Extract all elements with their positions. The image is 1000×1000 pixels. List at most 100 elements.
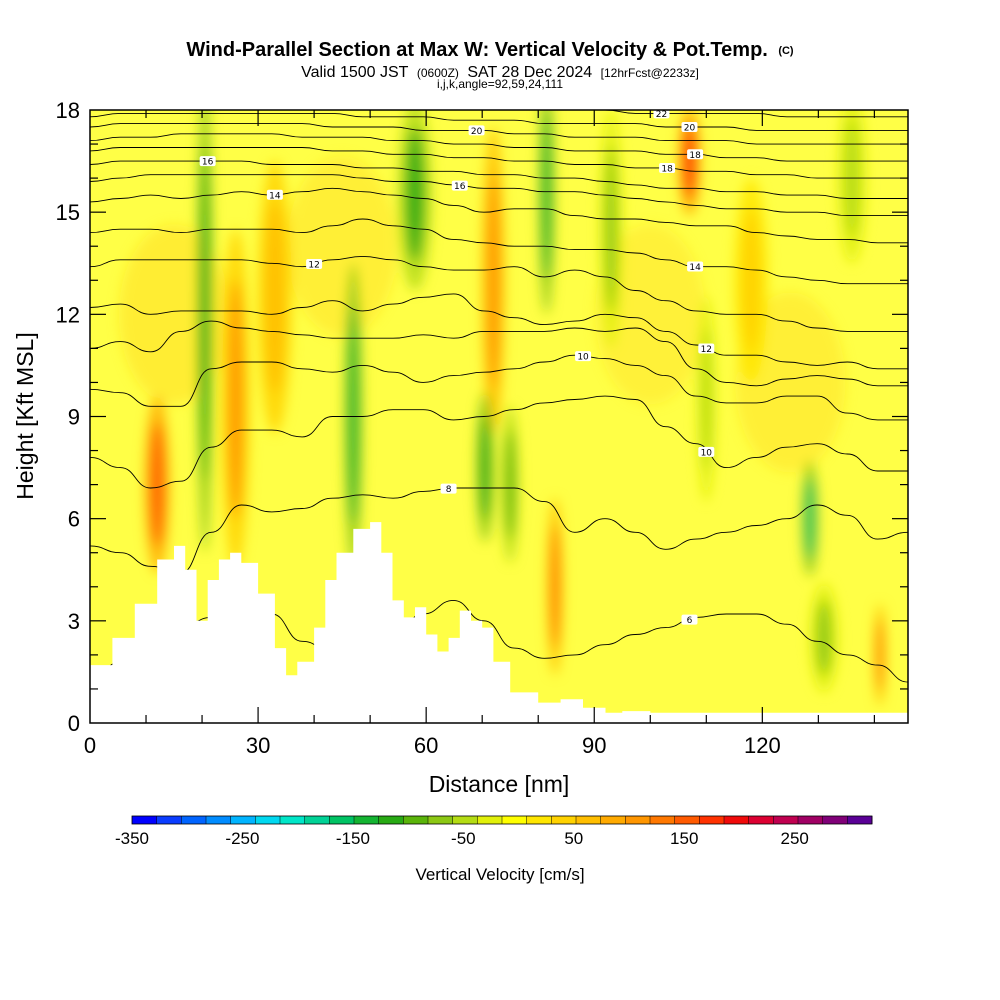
theta-contour-label-2: 10: [698, 446, 715, 458]
colorbar-tick-label--350: -350: [115, 829, 149, 848]
theta-contour-label-6: 12: [306, 258, 323, 270]
colorbar-tick-label-150: 150: [670, 829, 698, 848]
colorbar-swatch-28: [822, 816, 848, 824]
colorbar-swatch-0: [132, 816, 158, 824]
velocity-feature-10: [547, 498, 563, 676]
velocity-feature-3: [258, 161, 292, 434]
y-tick-label-6: 6: [68, 507, 80, 532]
colorbar-swatch-11: [403, 816, 429, 824]
colorbar-tick-label-250: 250: [780, 829, 808, 848]
colorbar-swatch-2: [181, 816, 207, 824]
colorbar-swatch-19: [600, 816, 626, 824]
chart-title-mark: (C): [778, 45, 794, 57]
x-tick-label-0: 0: [84, 733, 96, 758]
theta-contour-label-5: 12: [698, 343, 715, 355]
colorbar-swatch-22: [674, 816, 700, 824]
velocity-feature-7: [476, 392, 494, 543]
x-tick-label-30: 30: [246, 733, 270, 758]
terrain-mask: [90, 522, 908, 723]
colorbar-swatch-12: [428, 816, 454, 824]
theta-contour-14: [90, 112, 908, 131]
velocity-band-2: [595, 224, 706, 405]
svg-text:22: 22: [656, 110, 667, 120]
y-tick-label-15: 15: [56, 200, 80, 225]
colorbar-tick-label--150: -150: [336, 829, 370, 848]
theta-contour-8: [90, 187, 908, 244]
colorbar-swatch-4: [230, 816, 256, 824]
colorbar-title: Vertical Velocity [cm/s]: [415, 865, 584, 884]
chart-subtitle: Valid 1500 JST (0600Z) SAT 28 Dec 2024 […: [301, 64, 699, 81]
subtitle-valid-time: Valid 1500 JST: [301, 64, 409, 81]
colorbar-swatch-25: [748, 816, 774, 824]
chart-title-text: Wind-Parallel Section at Max W: Vertical…: [186, 39, 767, 61]
svg-text:20: 20: [471, 127, 483, 137]
velocity-feature-15: [809, 583, 838, 693]
velocity-feature-12: [678, 110, 701, 216]
colorbar-swatch-26: [773, 816, 799, 824]
x-axis-title: Distance [nm]: [429, 771, 570, 797]
x-tick-label-60: 60: [414, 733, 438, 758]
y-tick-label-18: 18: [56, 98, 80, 123]
velocity-feature-0: [144, 396, 170, 574]
theta-contour-label-3: 10: [575, 351, 592, 363]
colorbar-swatch-9: [354, 816, 380, 824]
svg-text:8: 8: [446, 485, 452, 495]
colorbar-tick-label--50: -50: [451, 829, 476, 848]
theta-contour-label-13: 20: [468, 125, 485, 137]
y-tick-label-12: 12: [56, 302, 80, 327]
colorbar-swatch-23: [699, 816, 725, 824]
vertical-velocity-field: [119, 110, 886, 706]
theta-contour-6: [90, 255, 908, 332]
theta-contour-label-15: 22: [653, 110, 670, 120]
theta-contour-label-9: 16: [451, 180, 468, 192]
svg-text:12: 12: [701, 345, 712, 355]
theta-contour-1: [90, 487, 908, 574]
svg-text:14: 14: [689, 263, 701, 273]
svg-text:10: 10: [577, 353, 589, 363]
colorbar-swatch-27: [798, 816, 824, 824]
velocity-feature-14: [801, 460, 819, 577]
colorbar-tick-label-50: 50: [564, 829, 583, 848]
theta-contour-label-14: 20: [681, 122, 698, 134]
theta-contour-label-7: 14: [687, 261, 704, 273]
colorbar: -350 -250 -150 -50 50 150 250: [115, 815, 873, 848]
colorbar-swatch-18: [576, 816, 602, 824]
colorbar-swatch-6: [280, 816, 306, 824]
theta-contour-3: [90, 354, 908, 421]
svg-text:16: 16: [202, 158, 214, 168]
colorbar-swatch-16: [526, 816, 552, 824]
velocity-feature-8: [501, 406, 519, 563]
colorbar-swatch-20: [625, 816, 651, 824]
theta-contour-12: [90, 133, 908, 162]
y-tick-label-0: 0: [68, 711, 80, 736]
potential-temperature-contours: 6 8 10 10 12 12 14 14 16 16 18 18 20 20 22: [90, 110, 908, 683]
colorbar-swatch-21: [650, 816, 676, 824]
colorbar-swatch-3: [206, 816, 232, 824]
y-tick-label-3: 3: [68, 609, 80, 634]
axes: 0 30 60 90 120 0 3 6 9 12 15 18: [56, 98, 909, 758]
velocity-band-1: [287, 156, 398, 337]
theta-contour-label-8: 14: [266, 189, 283, 201]
colorbar-swatch-7: [304, 816, 330, 824]
theta-contour-label-0: 6: [681, 614, 698, 626]
y-tick-label-9: 9: [68, 405, 80, 430]
colorbar-swatch-5: [255, 816, 281, 824]
velocity-feature-16: [874, 603, 886, 706]
theta-contour-9: [90, 174, 908, 217]
colorbar-swatch-14: [477, 816, 503, 824]
plot-area: 6 8 10 10 12 12 14 14 16 16 18 18 20 20 22: [90, 110, 908, 723]
theta-contour-label-10: 16: [199, 156, 216, 168]
svg-text:12: 12: [308, 260, 319, 270]
theta-contour-4: [90, 320, 908, 387]
subtitle-date: SAT 28 Dec 2024: [467, 64, 592, 81]
y-axis-title: Height [Kft MSL]: [12, 332, 38, 499]
x-tick-label-90: 90: [582, 733, 606, 758]
theta-contour-11: [90, 147, 908, 179]
x-tick-label-120: 120: [744, 733, 781, 758]
velocity-feature-5: [398, 110, 432, 291]
velocity-feature-11: [599, 110, 623, 349]
theta-contour-10: [90, 160, 908, 199]
svg-text:16: 16: [454, 182, 466, 192]
chart-subtitle-indices: i,j,k,angle=92,59,24,111: [437, 77, 563, 91]
theta-contour-label-1: 8: [440, 483, 457, 495]
